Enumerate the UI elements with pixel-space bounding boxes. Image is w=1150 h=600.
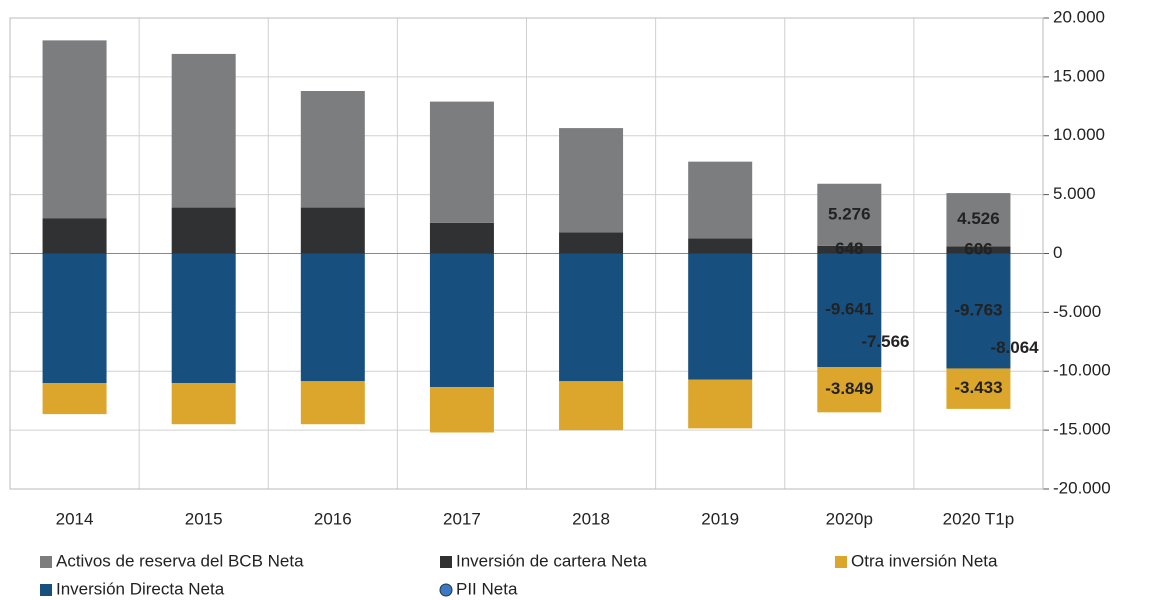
bar-segment [429, 387, 494, 433]
bar-value-label: -3.849 [825, 379, 873, 398]
legend-label: Inversión de cartera Neta [456, 551, 647, 570]
legend-swatch [40, 556, 52, 568]
x-tick-label: 2020 T1p [943, 509, 1015, 528]
bar-segment [429, 222, 494, 254]
bar-segment [42, 218, 107, 254]
bar-segment [300, 207, 365, 254]
bar-segment [429, 101, 494, 223]
y-tick-label: -15.000 [1053, 420, 1111, 439]
bar-segment [817, 245, 882, 254]
x-tick-label: 2018 [572, 509, 610, 528]
bar-segment [688, 379, 753, 429]
x-tick-label: 2014 [56, 509, 94, 528]
bar-segment [171, 253, 236, 384]
bar-segment [42, 383, 107, 415]
y-tick-label: 10.000 [1053, 125, 1105, 144]
bar-segment [171, 207, 236, 254]
y-tick-label: -10.000 [1053, 361, 1111, 380]
y-tick-label: -20.000 [1053, 478, 1111, 497]
bar-segment [559, 381, 624, 431]
x-tick-label: 2015 [185, 509, 223, 528]
bar-segment [300, 91, 365, 208]
bar-value-label: 606 [964, 239, 992, 258]
legend-label: PII Neta [456, 579, 518, 598]
bar-segment [946, 193, 1011, 247]
legend-swatch [835, 556, 847, 568]
legend-label: Activos de reserva del BCB Neta [56, 551, 304, 570]
bar-segment [688, 238, 753, 254]
bar-value-label: 4.526 [957, 209, 1000, 228]
y-tick-label: 0 [1053, 243, 1062, 262]
bar-segment [946, 368, 1011, 409]
legend-label: Otra inversión Neta [851, 551, 998, 570]
legend-label: Inversión Directa Neta [56, 579, 225, 598]
bar-value-label: -3.433 [954, 378, 1002, 397]
y-tick-label: 15.000 [1053, 66, 1105, 85]
bar-segment [688, 161, 753, 239]
pii-value-label: -8.064 [990, 338, 1039, 357]
bar-segment [559, 253, 624, 382]
legend-swatch [439, 583, 453, 597]
pii-value-label: -7.566 [861, 332, 909, 351]
bar-segment [300, 381, 365, 425]
x-tick-label: 2019 [701, 509, 739, 528]
bar-value-label: 648 [835, 239, 863, 258]
bar-segment [429, 253, 494, 388]
x-tick-label: 2016 [314, 509, 352, 528]
plot-frame [9, 17, 1044, 490]
bar-segment [688, 253, 753, 380]
bar-value-label: -9.763 [954, 300, 1002, 319]
bar-segment [300, 253, 365, 382]
legend-swatch [440, 556, 452, 568]
x-tick-label: 2020p [826, 509, 873, 528]
x-tick-label: 2017 [443, 509, 481, 528]
bar-segment [171, 53, 236, 208]
legend-swatch [40, 584, 52, 596]
bar-segment [817, 253, 882, 368]
y-tick-label: -5.000 [1053, 302, 1101, 321]
bar-segment [946, 246, 1011, 254]
y-tick-label: 20.000 [1053, 7, 1105, 26]
bar-segment [817, 183, 882, 246]
bar-value-label: -9.641 [825, 300, 873, 319]
bar-segment [42, 40, 107, 219]
bar-segment [42, 253, 107, 384]
bar-value-label: 5.276 [828, 204, 871, 223]
y-tick-label: 5.000 [1053, 184, 1096, 203]
bar-segment [559, 232, 624, 254]
bar-segment [817, 367, 882, 413]
bar-segment [946, 253, 1011, 369]
bar-segment [559, 128, 624, 233]
bar-segment [171, 383, 236, 425]
